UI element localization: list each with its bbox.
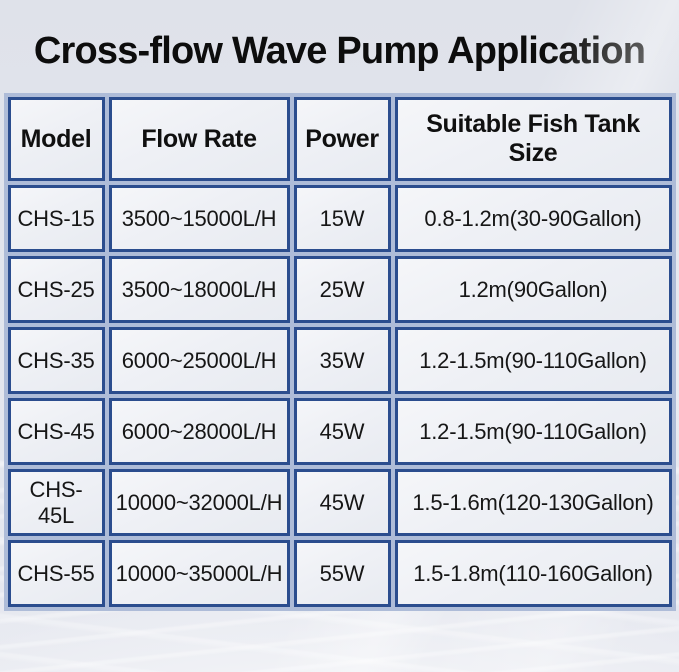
table-row: CHS-15 3500~15000L/H 15W 0.8-1.2m(30-90G… [7,185,672,252]
header-row: Model Flow Rate Power Suitable Fish Tank… [7,97,672,181]
cell-model: CHS-25 [7,256,105,323]
cell-power: 45W [293,469,391,536]
cell-flow-rate: 10000~35000L/H [108,540,290,607]
cell-power: 35W [293,327,391,394]
cell-tank-size: 1.2m(90Gallon) [394,256,672,323]
cell-power: 55W [293,540,391,607]
cell-flow-rate: 6000~25000L/H [108,327,290,394]
cell-model: CHS-45 [7,398,105,465]
cell-tank-size: 1.5-1.8m(110-160Gallon) [394,540,672,607]
column-header-tank-size: Suitable Fish Tank Size [394,97,672,181]
cell-model: CHS-35 [7,327,105,394]
table-row: CHS-35 6000~25000L/H 35W 1.2-1.5m(90-110… [7,327,672,394]
table-row: CHS-45L 10000~32000L/H 45W 1.5-1.6m(120-… [7,469,672,536]
cell-tank-size: 0.8-1.2m(30-90Gallon) [394,185,672,252]
table-row: CHS-55 10000~35000L/H 55W 1.5-1.8m(110-1… [7,540,672,607]
cell-flow-rate: 3500~18000L/H [108,256,290,323]
table-row: CHS-45 6000~28000L/H 45W 1.2-1.5m(90-110… [7,398,672,465]
column-header-power: Power [293,97,391,181]
cell-flow-rate: 10000~32000L/H [108,469,290,536]
cell-power: 25W [293,256,391,323]
column-header-model: Model [7,97,105,181]
cell-flow-rate: 3500~15000L/H [108,185,290,252]
cell-tank-size: 1.5-1.6m(120-130Gallon) [394,469,672,536]
column-header-flow-rate: Flow Rate [108,97,290,181]
cell-flow-rate: 6000~28000L/H [108,398,290,465]
pump-spec-table: Model Flow Rate Power Suitable Fish Tank… [3,93,676,611]
cell-model: CHS-55 [7,540,105,607]
cell-tank-size: 1.2-1.5m(90-110Gallon) [394,327,672,394]
cell-model: CHS-15 [7,185,105,252]
page-title: Cross-flow Wave Pump Application [33,30,646,72]
cell-tank-size: 1.2-1.5m(90-110Gallon) [394,398,672,465]
table-row: CHS-25 3500~18000L/H 25W 1.2m(90Gallon) [7,256,672,323]
cell-model: CHS-45L [7,469,105,536]
cell-power: 15W [293,185,391,252]
cell-power: 45W [293,398,391,465]
